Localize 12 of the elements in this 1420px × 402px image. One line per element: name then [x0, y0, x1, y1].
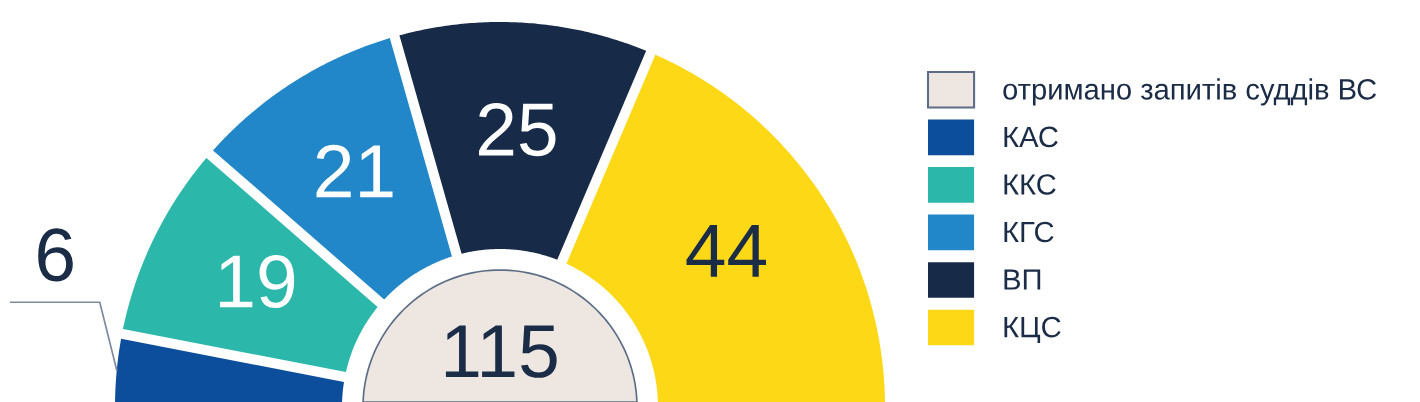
legend-label: КАС: [1004, 126, 1058, 148]
data-label: 19: [220, 254, 295, 309]
legend-label: ККС: [1004, 174, 1056, 195]
legend-label: отримано запитів суддів ВС: [1003, 78, 1377, 106]
data-label: 44: [686, 225, 766, 277]
legend-label: КГС: [1004, 221, 1054, 243]
data-label: 21: [316, 144, 393, 198]
data-label: 25: [479, 103, 556, 157]
data-label: 6: [38, 228, 73, 282]
legend-label: ВП: [1004, 269, 1041, 290]
legend-label: КЦС: [1004, 316, 1061, 343]
data-label: 115: [445, 325, 557, 378]
